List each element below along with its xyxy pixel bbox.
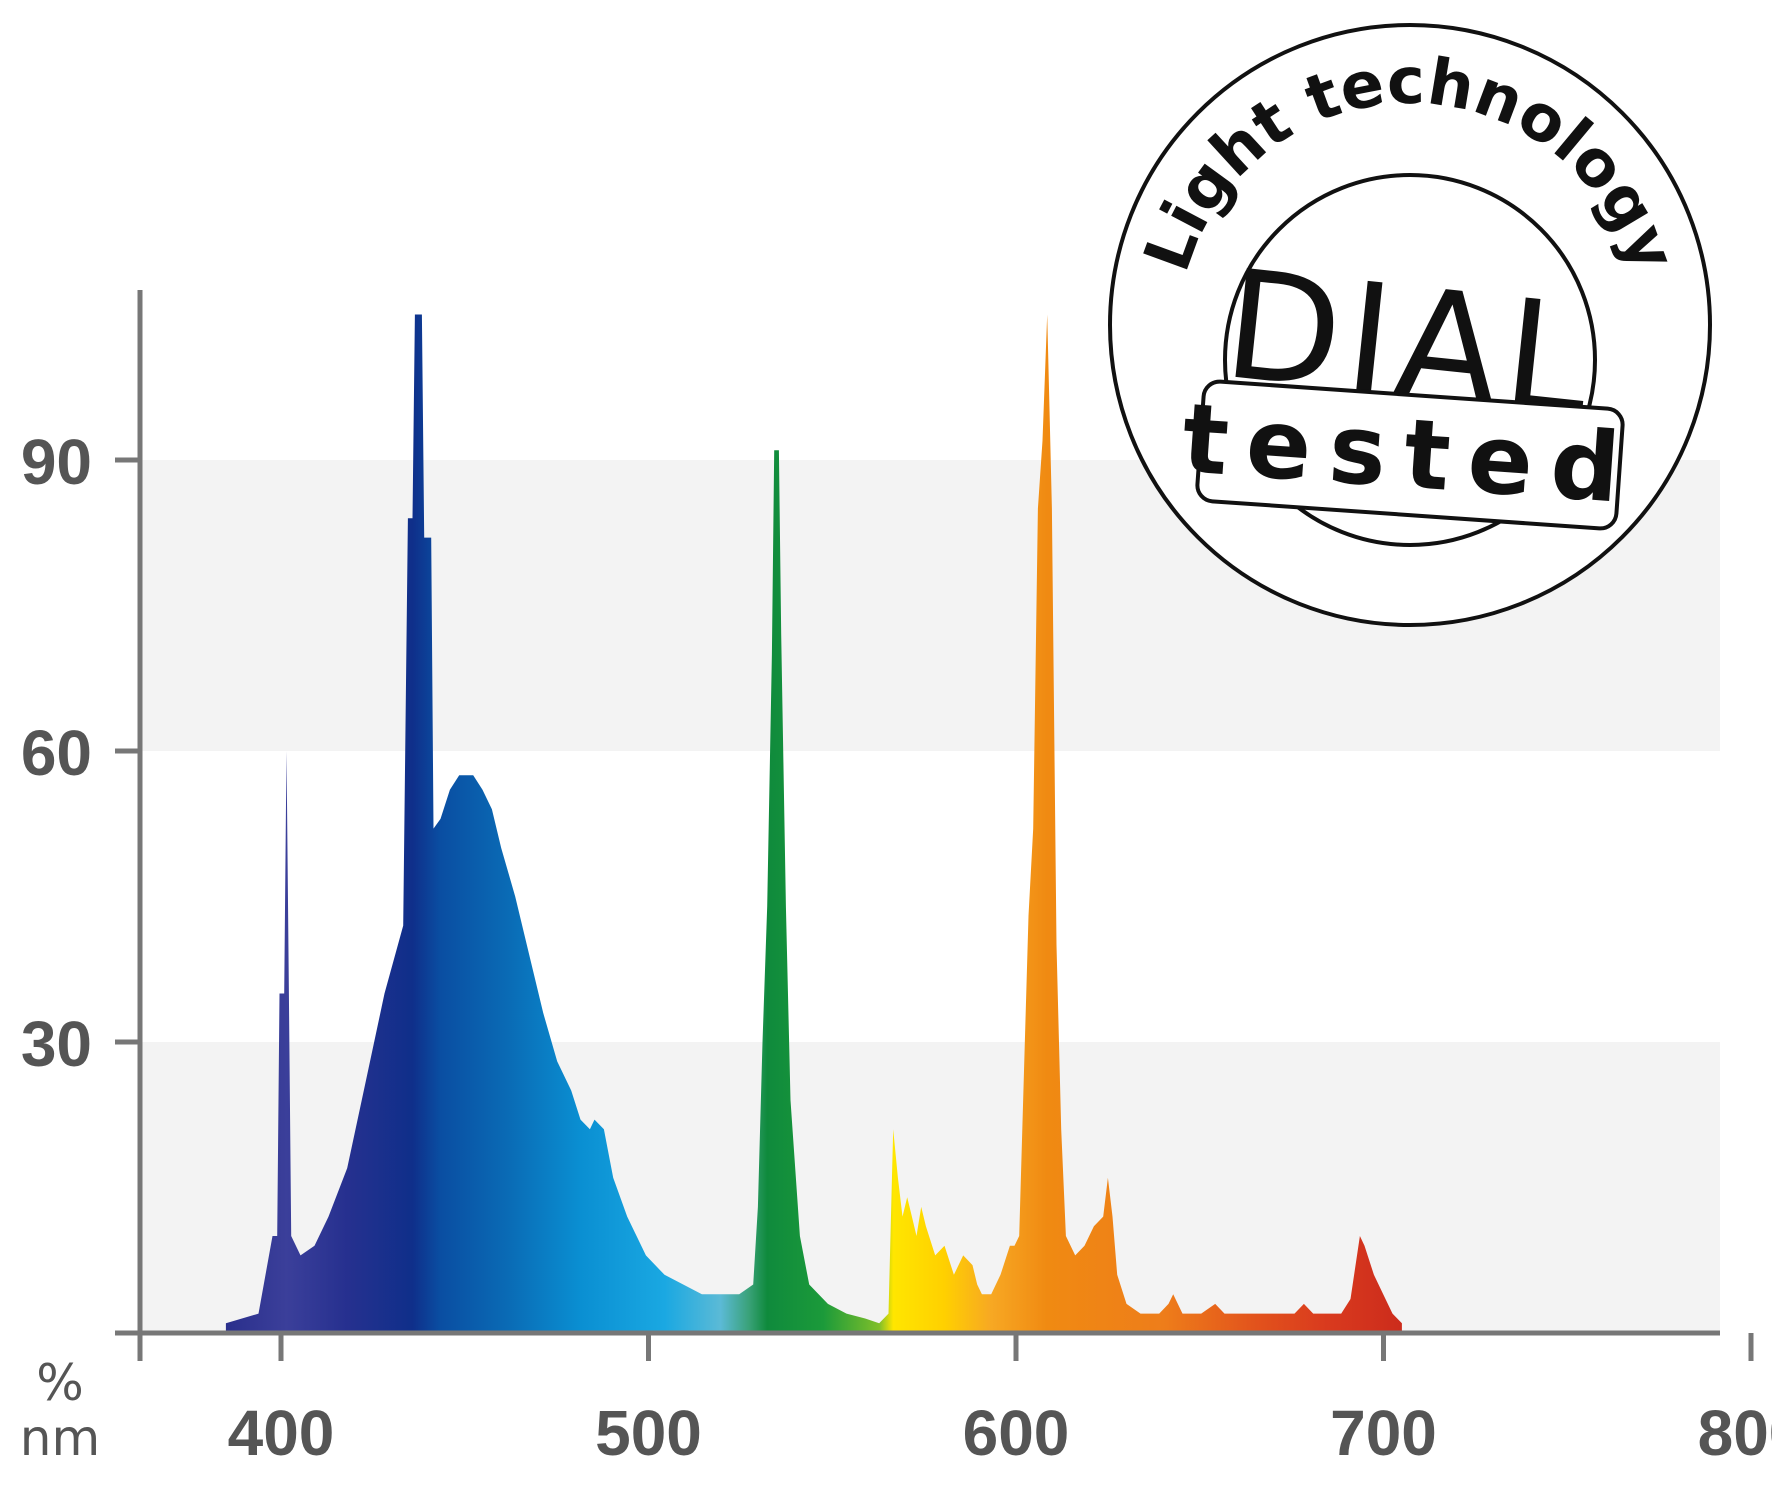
- y-tick-label-90: 90: [21, 426, 92, 498]
- x-tick-label-700: 700: [1330, 1397, 1437, 1469]
- y-tick-label-60: 60: [21, 717, 92, 789]
- x-tick-label-800: 800: [1698, 1397, 1772, 1469]
- x-unit-label: nm: [20, 1409, 100, 1467]
- y-tick-label-30: 30: [21, 1008, 92, 1080]
- badge-tested-box: [1195, 379, 1625, 531]
- x-tick-label-400: 400: [228, 1397, 335, 1469]
- x-tick-label-500: 500: [595, 1397, 702, 1469]
- spectrum-area: [225, 314, 1402, 1333]
- y-unit-label: %: [36, 1354, 84, 1412]
- badge-tested-group: tested: [1179, 379, 1641, 531]
- x-tick-label-600: 600: [963, 1397, 1070, 1469]
